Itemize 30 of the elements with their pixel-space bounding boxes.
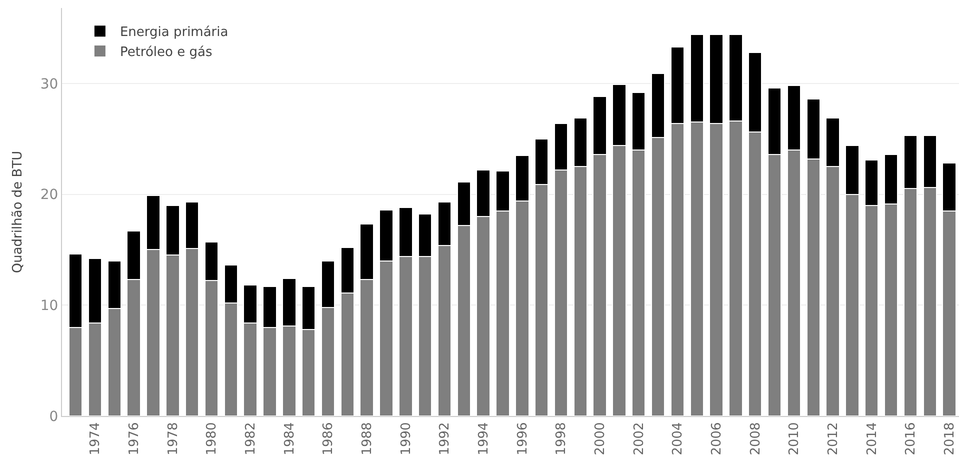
x-tick-label: 2008 <box>748 422 764 456</box>
x-tick-label: 1974 <box>88 422 104 456</box>
x-tick-label: 2000 <box>593 422 608 456</box>
y-tick-label: 10 <box>40 298 58 314</box>
y-tick-label: 20 <box>40 187 58 204</box>
x-tick-label: 1990 <box>398 422 414 456</box>
x-tick-label: 2006 <box>710 422 725 456</box>
x-tick-label: 2010 <box>787 422 802 456</box>
y-axis-title: Quadrilhão de BTU <box>10 150 26 274</box>
x-tick-label: 2014 <box>864 422 880 456</box>
x-tick-label: 1976 <box>127 422 142 456</box>
legend-label: Energia primária <box>120 25 228 40</box>
x-tick-label: 1984 <box>282 422 298 456</box>
x-tick-label: 1980 <box>204 422 220 456</box>
x-tick-label: 1978 <box>166 422 181 456</box>
x-tick-label: 1982 <box>244 422 259 456</box>
x-tick-label: 1992 <box>438 422 453 456</box>
y-tick-label: 30 <box>40 76 58 92</box>
legend-label: Petróleo e gás <box>120 45 212 60</box>
x-tick-label: 2018 <box>942 422 958 456</box>
x-tick-label: 2016 <box>904 422 919 456</box>
x-tick-label: 2004 <box>670 422 686 456</box>
x-tick-label: 1994 <box>476 422 492 456</box>
x-tick-label: 2002 <box>632 422 647 456</box>
x-tick-label: 1996 <box>515 422 530 456</box>
x-tick-label: 1986 <box>321 422 336 456</box>
x-tick-label: 2012 <box>826 422 842 456</box>
y-tick-label: 0 <box>49 408 58 425</box>
x-tick-label: 1998 <box>554 422 570 456</box>
x-tick-label: 1988 <box>360 422 376 456</box>
